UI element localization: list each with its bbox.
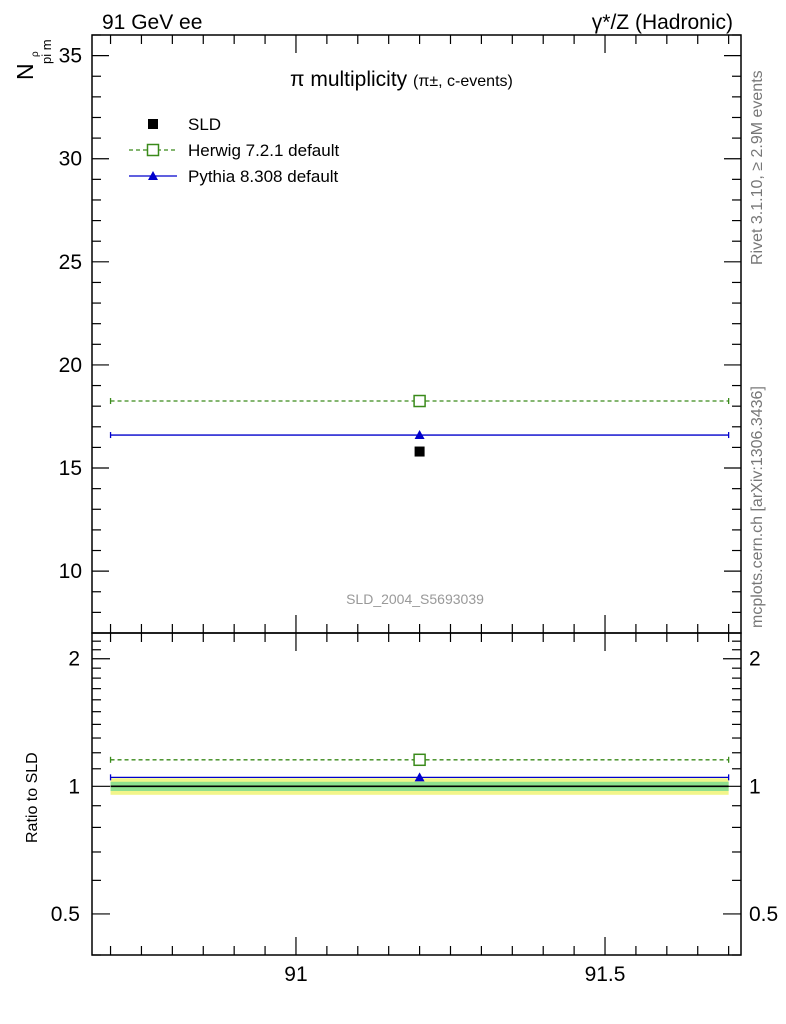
plot-title: π multiplicity (π±, c-events) <box>290 68 513 91</box>
header-right-label: γ*/Z (Hadronic) <box>592 11 733 34</box>
y-tick-label: 30 <box>59 148 82 171</box>
y-label-sup: ρ <box>30 51 41 57</box>
main-data-marks <box>109 394 730 457</box>
y-tick-label: 10 <box>59 560 82 583</box>
ratio-y-tick-label: 2 <box>749 648 761 671</box>
plot-title-suffix: (π±, c-events) <box>413 73 513 90</box>
ratio-y-tick-label: 1 <box>749 775 761 798</box>
main-axes: 10 15 20 25 30 35 <box>59 34 742 634</box>
legend-marker-herwig-7-2-1-default <box>146 143 160 157</box>
mcplots-info-label: mcplots.cern.ch [arXiv:1306.3436] <box>749 386 766 628</box>
y-tick-label: 35 <box>59 45 82 68</box>
legend-marker-sld <box>148 119 158 129</box>
ratio-frame <box>91 632 742 956</box>
main-y-axis-label: N pi m ρ <box>12 39 54 80</box>
pythia-8-308-default-point <box>414 430 425 440</box>
header-left-label: 91 GeV ee <box>102 11 202 34</box>
x-tick-label: 91.5 <box>585 963 626 986</box>
x-tick-label: 91 <box>284 963 307 986</box>
legend-label-pythia-8-308-default: Pythia 8.308 default <box>188 167 339 186</box>
ratio-y-tick-label: 0.5 <box>749 903 778 926</box>
sld-point <box>414 446 425 457</box>
legend-marker-pythia-8-308-default <box>148 171 158 180</box>
ratio-y-tick-label: 0.5 <box>51 903 80 926</box>
ratio-axes: 91 91.5 0.5 0.5 1 1 2 2 <box>51 632 778 986</box>
rivet-info-label: Rivet 3.1.10, ≥ 2.9M events <box>749 70 766 265</box>
y-tick-label: 25 <box>59 251 82 274</box>
y-label-sub: pi m <box>39 39 54 64</box>
y-tick-label: 15 <box>59 457 82 480</box>
legend: SLD Herwig 7.2.1 default Pythia 8.308 defa… <box>129 115 339 186</box>
ratio-y-axis-label: Ratio to SLD <box>24 752 41 843</box>
legend-label-herwig-7-2-1-default: Herwig 7.2.1 default <box>188 141 339 160</box>
pythia-8-308-default-ratio-point <box>414 772 425 782</box>
ratio-y-tick-label: 1 <box>68 775 80 798</box>
analysis-label: SLD_2004_S5693039 <box>346 591 484 607</box>
ratio-y-tick-label: 2 <box>68 648 80 671</box>
y-tick-label: 20 <box>59 354 82 377</box>
ratio-data-marks <box>109 753 730 788</box>
herwig-7-2-1-default-point <box>413 394 426 408</box>
herwig-7-2-1-default-ratio-point <box>413 753 426 767</box>
y-label-main: N <box>12 63 38 80</box>
legend-label-sld: SLD <box>188 115 221 134</box>
